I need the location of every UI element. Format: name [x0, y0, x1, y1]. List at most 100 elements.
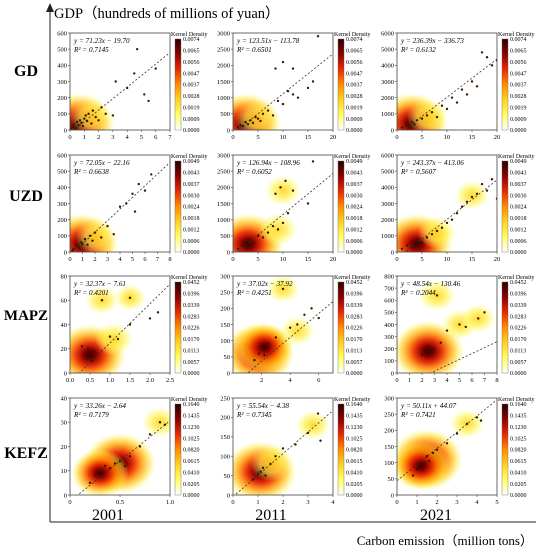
data-point — [458, 323, 461, 326]
colorbar-tick-label: 0.0283 — [510, 314, 527, 320]
x-tick-label: 20 — [330, 256, 337, 263]
y-tick-label: 1000 — [217, 217, 230, 224]
data-point — [128, 455, 132, 458]
data-point — [440, 226, 444, 229]
column-labels: 2001 2011 2021 — [92, 507, 452, 524]
colorbar — [501, 38, 509, 131]
colorbar-tick-label: 0.0047 — [183, 71, 200, 77]
colorbar-title: Kernel Density — [498, 154, 535, 160]
colorbar-tick-label: 0.1435 — [510, 414, 527, 420]
x-tick-label: 0 — [68, 499, 71, 506]
data-point — [400, 247, 404, 250]
y-tick-label: 100 — [384, 358, 394, 365]
colorbar-tick-label: 0.0037 — [183, 83, 200, 89]
data-point — [420, 353, 424, 357]
data-point — [267, 342, 270, 346]
data-point — [163, 423, 167, 426]
data-point — [310, 307, 313, 310]
data-point — [83, 237, 87, 241]
colorbar — [337, 160, 345, 253]
x-tick-label: 4 — [445, 377, 449, 384]
data-point — [445, 107, 449, 111]
data-point — [93, 231, 97, 234]
y-tick-label: 0 — [391, 370, 394, 377]
colorbar-tick-label: 0.0030 — [510, 193, 527, 199]
data-point — [90, 359, 94, 363]
data-point — [133, 72, 136, 75]
data-point — [85, 119, 89, 123]
colorbar-tick-label: 0.0037 — [346, 182, 363, 188]
colorbar-tick-label: 0.0024 — [510, 205, 527, 211]
colorbar-tick-label: 0.0339 — [510, 303, 527, 309]
colorbar-tick-label: 0.0009 — [346, 117, 363, 123]
data-point — [73, 127, 77, 130]
data-point — [291, 93, 295, 96]
data-point — [256, 472, 260, 475]
data-point — [71, 249, 74, 252]
regression-equation: y = 71.23x − 19.70 — [73, 37, 130, 45]
colorbar — [174, 160, 182, 253]
data-point — [465, 200, 469, 204]
colorbar-tick-label: 0.0012 — [183, 227, 200, 233]
data-point — [241, 244, 245, 247]
colorbar-tick-label: 0.1025 — [510, 436, 527, 442]
data-point — [259, 119, 262, 123]
data-point — [281, 60, 285, 64]
data-point — [430, 233, 434, 236]
y-tick-label: 0 — [227, 249, 230, 256]
y-tick-label: 200 — [57, 95, 67, 102]
y-tick-label: 100 — [220, 454, 230, 461]
data-point — [435, 115, 439, 119]
y-tick-label: 0 — [391, 492, 394, 499]
row-labels: GD UZD MAPZ KEFZ — [4, 63, 48, 462]
colorbar-tick-label: 0.0009 — [510, 117, 527, 123]
data-point — [460, 88, 464, 91]
regression-equation: y = 48.54x − 130.46 — [400, 280, 461, 288]
colorbar — [337, 281, 345, 374]
y-tick-label: 100 — [220, 338, 230, 345]
regression-equation: y = 37.02x − 37.92 — [236, 280, 293, 288]
colorbar-tick-label: 0.0056 — [510, 60, 527, 66]
data-point — [81, 242, 84, 246]
data-point — [253, 358, 256, 362]
data-point — [81, 124, 85, 128]
data-point — [319, 439, 322, 442]
colorbar-tick-label: 0.0030 — [346, 193, 363, 199]
x-tick-label: 15 — [305, 134, 312, 141]
data-point — [415, 467, 419, 471]
density-hotspot — [397, 441, 450, 491]
density-hotspot — [235, 101, 276, 130]
colorbar-tick-label: 0.0113 — [346, 348, 362, 354]
x-tick-label: 4 — [475, 499, 479, 506]
data-point — [400, 126, 404, 129]
colorbar-tick-label: 0.0049 — [346, 159, 363, 165]
x-tick-label: 0 — [231, 499, 234, 506]
r-squared: R² = 0.5607 — [400, 168, 436, 176]
data-point — [246, 122, 250, 126]
colorbar-tick-label: 0.0056 — [346, 60, 363, 66]
data-point — [72, 247, 75, 250]
colorbar-tick-label: 0.0012 — [346, 227, 363, 233]
r-squared: R² = 0.6052 — [236, 168, 272, 176]
colorbar-tick-label: 0.0056 — [183, 60, 200, 66]
x-tick-label: 6 — [317, 377, 321, 384]
data-point — [266, 109, 270, 112]
data-point — [408, 125, 411, 128]
y-tick-label: 60 — [61, 298, 68, 305]
colorbar-tick-label: 0.0339 — [346, 303, 363, 309]
r-squared: R² = 0.4251 — [236, 289, 272, 297]
y-tick-label: 40 — [61, 322, 68, 329]
x-tick-label: 10 — [444, 134, 451, 141]
y-tick-label: 600 — [384, 298, 394, 305]
data-point — [73, 123, 76, 126]
x-tick-label: 2 — [97, 134, 100, 141]
data-point — [410, 120, 414, 124]
data-point — [103, 464, 107, 468]
data-point — [143, 93, 146, 96]
colorbar-tick-label: 0.0820 — [183, 448, 200, 454]
colorbar-tick-label: 0.0170 — [510, 337, 527, 343]
col-label-2011: 2011 — [255, 507, 286, 524]
